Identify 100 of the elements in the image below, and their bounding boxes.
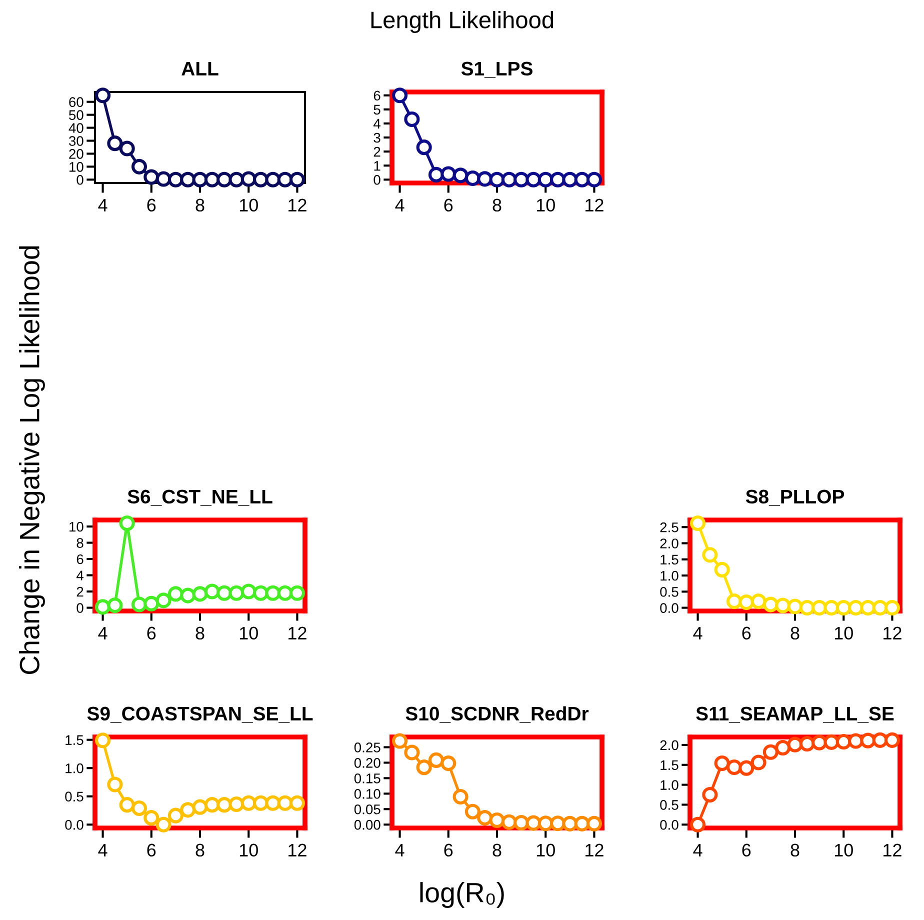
point: [787, 736, 803, 752]
y-tick-label: 2.5: [660, 522, 678, 532]
point: [690, 816, 706, 832]
y-tick-label: 10: [70, 162, 84, 172]
point: [836, 734, 852, 750]
point: [168, 808, 184, 824]
point: [848, 733, 864, 749]
point: [156, 171, 172, 187]
y-tick-label: 0.5: [660, 586, 678, 597]
point: [775, 740, 791, 756]
x-tick-label: 12: [884, 844, 902, 856]
point: [265, 172, 281, 188]
point: [762, 744, 778, 760]
x-tick-label: 12: [586, 844, 604, 856]
point: [277, 795, 293, 811]
point: [489, 172, 505, 188]
point: [550, 816, 566, 832]
point: [228, 585, 244, 601]
text: Length Likelihood: [371, 10, 554, 34]
x-tick-label: 4: [98, 198, 108, 212]
y-tick-label: 4: [76, 570, 84, 580]
chart-title: S11_SEAMAP_LL_SE: [696, 706, 894, 723]
x-tick-label: 8: [196, 844, 204, 857]
y-tick-label: 0.0: [660, 820, 678, 830]
x-tick-label: 8: [492, 198, 502, 212]
point: [514, 814, 530, 831]
point: [107, 136, 123, 152]
x-tick-label: 4: [395, 198, 404, 212]
point: [289, 172, 305, 188]
point: [180, 588, 196, 604]
chart-title: S9_COASTSPAN_SE_LL: [87, 706, 313, 723]
point: [750, 594, 766, 610]
y-tick-label: 2: [76, 586, 84, 597]
point: [726, 759, 742, 776]
x-tick-label: 4: [395, 844, 404, 856]
point: [562, 816, 578, 832]
point: [538, 172, 554, 188]
y-tick-label: 30: [68, 136, 84, 146]
point: [240, 795, 256, 811]
point: [416, 760, 432, 776]
y-tick-label: 1.5: [660, 760, 678, 770]
y-tick-label: 10: [70, 522, 84, 532]
point: [738, 760, 754, 776]
x-tick-label: 12: [288, 844, 306, 856]
point: [168, 586, 184, 602]
point: [119, 140, 135, 156]
point: [107, 598, 123, 614]
point: [787, 598, 803, 614]
x-tick-label: 8: [790, 844, 800, 857]
y-tick-label: 0: [76, 603, 84, 613]
y-tick-label: 0.20: [354, 758, 380, 768]
x-tick-label: 6: [742, 626, 751, 640]
point: [884, 732, 900, 748]
point: [144, 596, 160, 612]
point: [277, 585, 293, 601]
x-tick-label: 4: [98, 844, 108, 856]
point: [131, 596, 148, 612]
point: [501, 814, 517, 830]
x-tick-label: 10: [536, 198, 555, 212]
point: [216, 585, 232, 601]
point: [192, 799, 208, 815]
chart-title: S1_LPS: [461, 62, 532, 78]
point: [586, 172, 602, 188]
point: [489, 812, 505, 828]
x-tick-label: 6: [742, 844, 751, 857]
point: [836, 600, 852, 616]
point: [204, 172, 220, 188]
y-tick-label: 0.25: [354, 742, 380, 752]
point: [477, 171, 493, 187]
point: [289, 585, 305, 601]
point: [240, 584, 256, 600]
y-tick-label: 1.0: [66, 763, 84, 774]
point: [95, 732, 111, 748]
point: [714, 756, 730, 772]
point: [464, 170, 480, 186]
point: [240, 171, 256, 187]
point: [452, 788, 468, 805]
y-tick-label: 1: [374, 161, 380, 171]
point: [477, 810, 493, 826]
x-tick-label: 4: [693, 844, 702, 856]
point: [799, 736, 815, 752]
point: [440, 756, 456, 772]
chart-title: S8_PLLOP: [746, 490, 844, 506]
y-tick-label: 0.15: [354, 774, 380, 784]
point: [514, 172, 530, 188]
point: [526, 172, 542, 188]
x-tick-label: 10: [240, 844, 258, 857]
point: [812, 734, 828, 750]
point: [252, 172, 269, 188]
point: [95, 599, 111, 615]
point: [289, 795, 305, 811]
point: [538, 816, 554, 832]
point: [464, 804, 480, 820]
point: [156, 816, 172, 832]
y-tick-label: 8: [76, 538, 84, 548]
x-tick-label: 4: [693, 626, 702, 640]
point: [526, 815, 542, 831]
y-tick-label: 2.0: [660, 538, 678, 548]
point: [228, 172, 244, 188]
point: [872, 600, 888, 616]
